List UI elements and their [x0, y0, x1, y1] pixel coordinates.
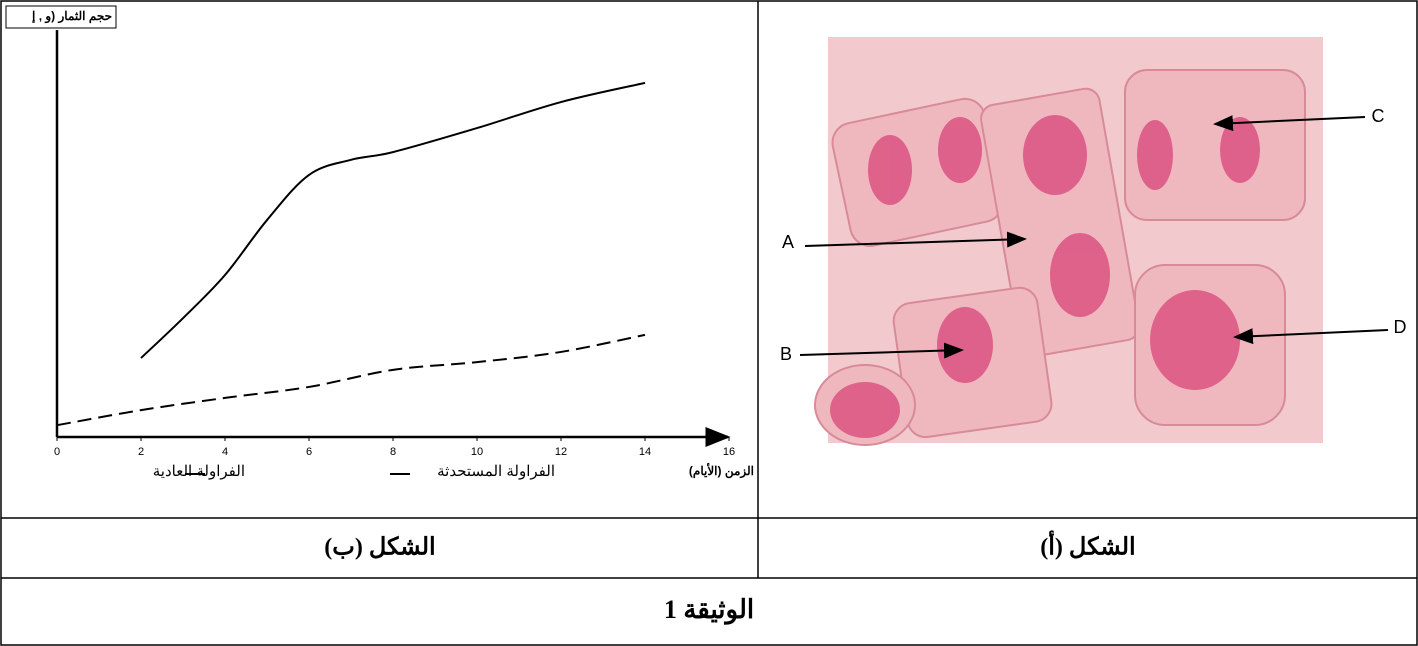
x-tick-label: 10 — [471, 446, 483, 458]
label: A — [782, 232, 794, 252]
micrograph — [814, 37, 1323, 446]
document-title: الوثيقة 1 — [664, 595, 754, 625]
x-tick-label: 8 — [390, 446, 396, 458]
x-tick-label: 4 — [222, 446, 228, 458]
x-tick-label: 12 — [555, 446, 567, 458]
caption: الشكل (أ) — [1040, 529, 1135, 561]
label: B — [780, 344, 792, 364]
x-tick-label: 6 — [306, 446, 312, 458]
label: C — [1372, 106, 1385, 126]
x-tick-label: 0 — [54, 446, 60, 458]
label: D — [1394, 317, 1407, 337]
label-arrows — [799, 115, 1389, 359]
line-series — [140, 81, 646, 359]
legend-label: الفراولة المستحدثة — [437, 463, 555, 480]
legend-label: الفراولة العادية — [153, 463, 245, 480]
caption: الشكل (ب) — [324, 535, 435, 561]
y-label-box — [5, 5, 117, 29]
y-axis-label: حجم الثمار (و , إ — [32, 9, 112, 24]
x-axis-label: الزمن (الأيام) — [689, 463, 754, 479]
line-series — [56, 333, 646, 427]
x-tick-label: 16 — [723, 446, 735, 458]
x-tick-label: 2 — [138, 446, 144, 458]
x-tick-label: 14 — [639, 446, 651, 458]
